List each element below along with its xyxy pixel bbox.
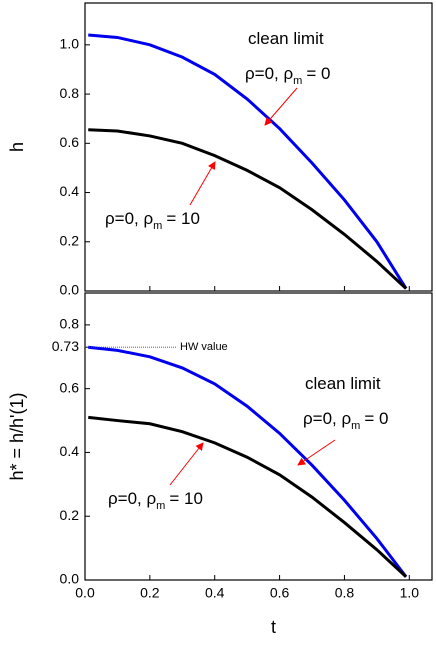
annotation-rest: = 10 xyxy=(169,489,203,508)
annotation-text: ρ=0, ρ xyxy=(108,489,156,508)
y-tick-label: 0.6 xyxy=(60,379,80,395)
y-axis-label: h xyxy=(7,142,27,152)
y-tick-label: 0.0 xyxy=(60,571,80,587)
annotation-text: clean limit xyxy=(305,374,381,393)
x-tick-label: 0.4 xyxy=(205,585,225,601)
annotation-text: ρ=0, ρ xyxy=(105,209,153,228)
y-tick-label: 1.0 xyxy=(60,36,80,52)
annotation-rest: = 0 xyxy=(306,64,330,83)
annotation-sub: m xyxy=(156,500,165,512)
y-tick-label: 0.0 xyxy=(60,282,80,298)
annotation-text: clean limit xyxy=(248,29,324,48)
x-tick-label: 1.0 xyxy=(400,585,420,601)
annotation: ρ=0, ρm = 0 xyxy=(303,409,388,431)
annotation-text: ρ=0, ρ xyxy=(303,409,351,428)
x-axis-label: t xyxy=(271,617,276,637)
annotation-rest: = 10 xyxy=(166,209,200,228)
x-tick-label: 0.2 xyxy=(140,585,160,601)
series-line xyxy=(88,345,408,578)
y-tick-label: 0.4 xyxy=(60,183,80,199)
annotation: HW value xyxy=(180,341,228,353)
annotation-sub: m xyxy=(293,75,302,87)
plot-frame xyxy=(84,2,433,292)
annotation: clean limit xyxy=(305,374,381,393)
annotation-sub: m xyxy=(351,420,360,432)
annotation-text: ρ=0, ρ xyxy=(245,64,293,83)
y-tick-label: 0.6 xyxy=(60,134,80,150)
annotation-sub: m xyxy=(153,220,162,232)
series-line xyxy=(88,415,408,578)
annotation: clean limit xyxy=(248,29,324,48)
y-tick-label: 0.2 xyxy=(60,232,80,248)
arrow xyxy=(169,442,204,486)
x-tick-label: 0.0 xyxy=(75,585,95,601)
series-line xyxy=(88,33,408,290)
x-tick-label: 0.6 xyxy=(270,585,290,601)
annotation-rest: = 0 xyxy=(364,409,388,428)
annotation: ρ=0, ρm = 10 xyxy=(108,489,203,511)
y-tick-label: 0.73 xyxy=(52,338,79,354)
arrow xyxy=(189,161,216,206)
annotation: ρ=0, ρm = 10 xyxy=(105,209,200,231)
y-tick-label: 0.4 xyxy=(60,443,80,459)
y-tick-label: 0.2 xyxy=(60,507,80,523)
arrow xyxy=(297,439,336,466)
annotation-text: HW value xyxy=(180,341,228,353)
y-tick-label: 0.8 xyxy=(60,85,80,101)
series-line xyxy=(88,128,408,290)
y-axis-label: h* = h/h'(1) xyxy=(7,393,27,481)
y-tick-label: 0.8 xyxy=(60,316,80,332)
arrow xyxy=(264,87,298,126)
x-tick-label: 0.8 xyxy=(335,585,355,601)
annotation: ρ=0, ρm = 0 xyxy=(245,64,330,86)
plot-frame xyxy=(84,292,433,581)
